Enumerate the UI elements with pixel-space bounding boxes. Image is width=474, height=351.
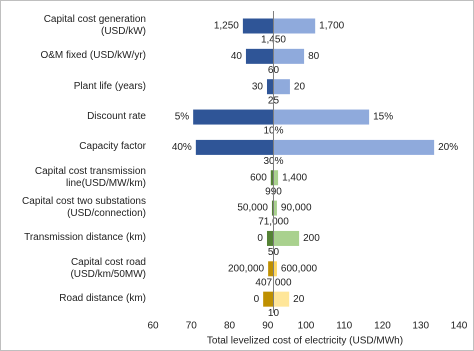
value-label: 80 — [308, 51, 320, 62]
bar — [273, 230, 300, 246]
bar — [193, 109, 274, 125]
bar — [273, 48, 305, 64]
x-tick-label: 80 — [224, 321, 236, 332]
bar — [273, 200, 277, 216]
value-label: 20% — [438, 142, 458, 153]
value-label: 1,700 — [319, 21, 344, 32]
value-label: 40 — [231, 51, 243, 62]
value-label: 600,000 — [281, 263, 318, 274]
category-label: Capital cost transmission line(USD/MW/km… — [34, 165, 146, 189]
x-tick-label: 120 — [374, 321, 391, 332]
value-label: 1,400 — [282, 172, 307, 183]
bar — [273, 79, 290, 95]
x-tick-label: 110 — [336, 321, 352, 332]
category-label: Plant life (years) — [73, 80, 146, 92]
value-label: 600 — [250, 172, 267, 183]
bar — [268, 261, 274, 277]
category-label: Capital cost two substations (USD/connec… — [22, 196, 146, 220]
bar — [273, 170, 279, 186]
value-label: 20 — [293, 294, 305, 305]
category-label: Capacity factor — [79, 141, 146, 153]
value-label: 0 — [254, 294, 260, 305]
value-label: 200,000 — [228, 263, 265, 274]
bar — [273, 139, 435, 155]
value-label: 200 — [303, 233, 320, 244]
bar — [266, 230, 274, 246]
value-label: 40% — [172, 142, 192, 153]
bar — [273, 109, 370, 125]
x-axis-title: Total levelized cost of electricity (USD… — [207, 336, 403, 347]
x-tick-label: 100 — [298, 321, 315, 332]
value-label: 5% — [175, 112, 190, 123]
bar — [273, 18, 316, 34]
category-label: Discount rate — [87, 111, 146, 123]
bar — [273, 291, 290, 307]
bar — [271, 200, 274, 216]
value-label: 50,000 — [237, 203, 268, 214]
bar — [266, 79, 274, 95]
x-tick-label: 130 — [412, 321, 429, 332]
x-tick-label: 60 — [147, 321, 159, 332]
bar — [242, 18, 274, 34]
value-label: 90,000 — [281, 203, 312, 214]
bar — [245, 48, 274, 64]
category-label: Capital cost road (USD/km/50MW) — [70, 256, 146, 280]
category-label: Capital cost generation (USD/kW) — [43, 14, 146, 37]
value-label: 30 — [252, 81, 264, 92]
mid-label: 10 — [268, 308, 280, 319]
bar — [195, 139, 274, 155]
value-label: 0 — [257, 233, 263, 244]
x-tick-label: 140 — [451, 321, 468, 332]
value-label: 20 — [294, 81, 306, 92]
value-label: 15% — [373, 112, 393, 123]
bar — [273, 261, 277, 277]
category-label: Transmission distance (km) — [24, 232, 146, 244]
category-label: O&M fixed (USD/kW/yr) — [40, 50, 146, 62]
x-tick-label: 70 — [186, 321, 198, 332]
x-tick-label: 90 — [262, 321, 274, 332]
bar — [263, 291, 274, 307]
bar — [270, 170, 274, 186]
value-label: 1,250 — [214, 21, 239, 32]
category-label: Road distance (km) — [59, 293, 146, 305]
